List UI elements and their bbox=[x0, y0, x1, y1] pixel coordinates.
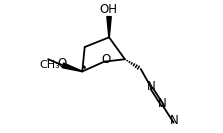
Text: N: N bbox=[170, 114, 179, 127]
Text: O: O bbox=[101, 53, 111, 66]
Text: O: O bbox=[58, 57, 67, 70]
Text: N: N bbox=[147, 80, 155, 93]
Polygon shape bbox=[62, 63, 82, 72]
Polygon shape bbox=[107, 17, 111, 37]
Text: N: N bbox=[158, 97, 166, 110]
Text: OH: OH bbox=[99, 3, 118, 16]
Text: CH₃: CH₃ bbox=[39, 60, 60, 70]
